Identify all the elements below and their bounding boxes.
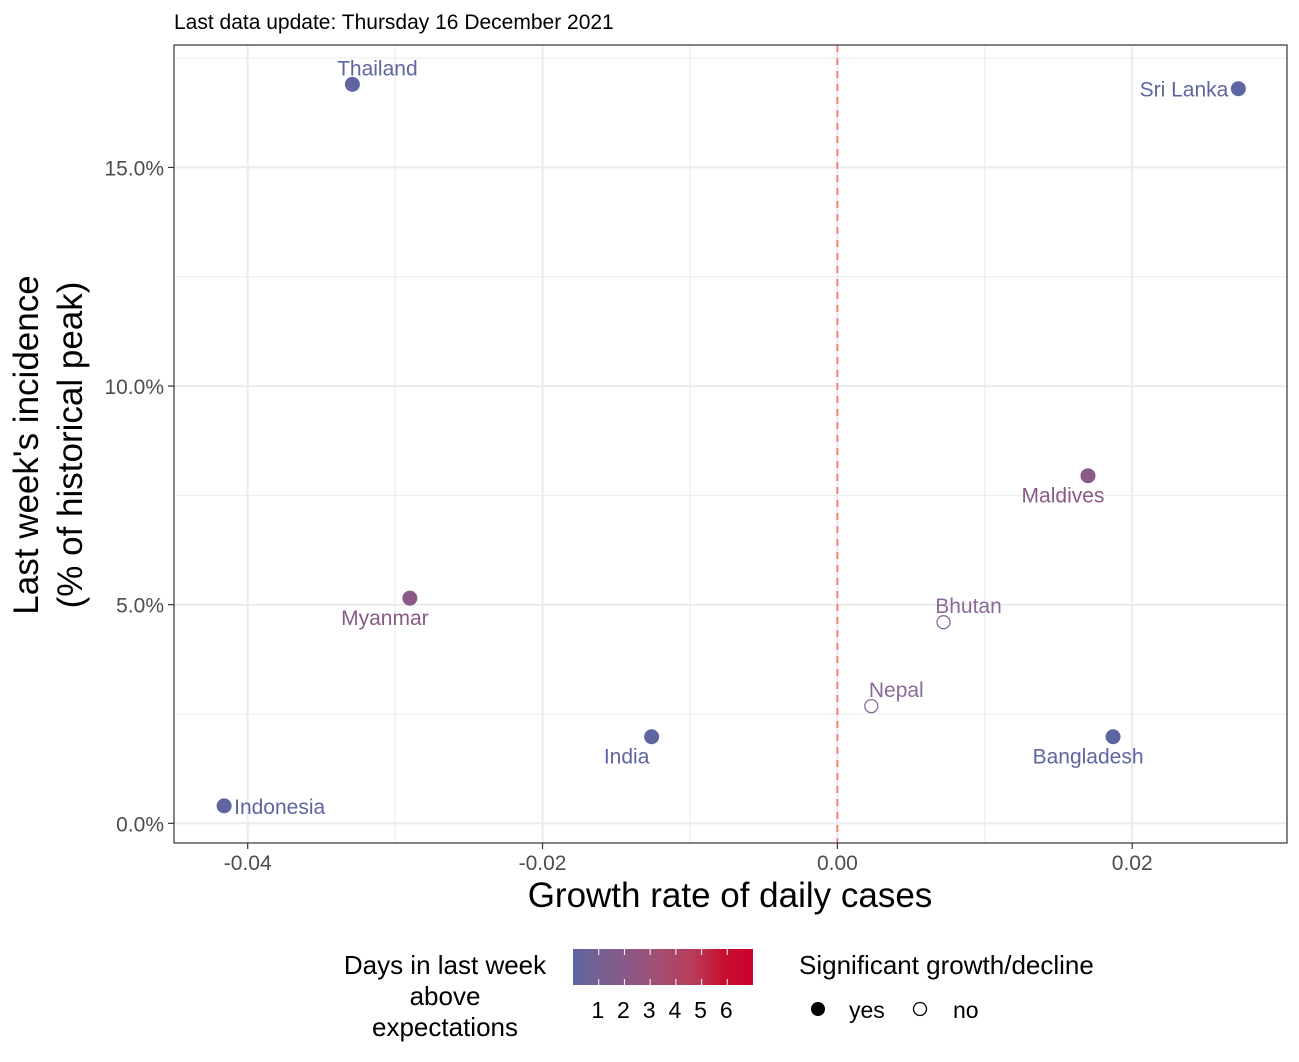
point-myanmar xyxy=(402,590,418,606)
data-points xyxy=(216,76,1246,814)
colorbar-rect xyxy=(573,949,753,985)
point-bhutan xyxy=(936,615,951,630)
color-legend-title-line-1: Days in last week xyxy=(344,950,547,980)
point-label-bhutan: Bhutan xyxy=(935,595,1002,618)
colorbar-label: 5 xyxy=(694,997,707,1023)
x-tick-label: 0.02 xyxy=(1112,852,1153,875)
y-axis: 0.0% 5.0% 10.0% 15.0% xyxy=(104,157,174,836)
y-axis-title-line-2: (% of historical peak) xyxy=(51,282,90,609)
x-tick-label: 0.00 xyxy=(817,852,858,875)
legend-no-label: no xyxy=(953,997,979,1023)
shape-legend-title: Significant growth/decline xyxy=(799,950,1094,980)
point-label-maldives: Maldives xyxy=(1022,485,1105,508)
point-label-indonesia: Indonesia xyxy=(234,796,325,819)
minor-gridlines xyxy=(174,45,1287,843)
x-axis-title: Growth rate of daily cases xyxy=(528,876,933,915)
plot-border xyxy=(173,44,1288,844)
colorbar-label: 1 xyxy=(591,997,604,1023)
plot-area: Thailand Sri Lanka Maldives Myanmar Bhutan Ne… xyxy=(173,44,1288,844)
point-labels: Thailand Sri Lanka Maldives Myanmar Bhutan Ne… xyxy=(234,57,1229,818)
plot-panel xyxy=(174,45,1287,843)
point-indonesia xyxy=(216,798,232,814)
point-maldives xyxy=(1080,468,1096,484)
legend-open-point-icon xyxy=(912,1001,928,1017)
x-tick-label: -0.04 xyxy=(224,852,272,875)
point-label-thailand: Thailand xyxy=(337,57,418,80)
y-tick-label: 0.0% xyxy=(116,813,164,836)
color-legend-title-line-3: expectations xyxy=(372,1012,518,1042)
point-label-myanmar: Myanmar xyxy=(341,607,429,630)
color-legend-title-line-2: above xyxy=(410,981,481,1011)
point-nepal xyxy=(864,698,879,714)
colorbar-label: 4 xyxy=(668,997,681,1023)
colorbar-label: 3 xyxy=(643,997,656,1023)
shape-legend: Significant growth/decline yes no xyxy=(799,950,1094,1023)
point-label-nepal: Nepal xyxy=(869,679,924,702)
y-axis-title-line-1: Last week's incidence xyxy=(7,275,46,614)
colorbar-label: 2 xyxy=(617,997,630,1023)
point-thailand xyxy=(344,76,360,92)
colorbar-label: 6 xyxy=(720,997,733,1023)
y-tick-label: 10.0% xyxy=(104,376,164,399)
x-axis: -0.04 -0.02 0.00 0.02 xyxy=(224,843,1153,875)
point-sri-lanka xyxy=(1230,81,1246,97)
legend-filled-point-icon xyxy=(811,1002,825,1016)
point-label-sri-lanka: Sri Lanka xyxy=(1140,79,1229,102)
chart-subtitle: Last data update: Thursday 16 December 2… xyxy=(174,11,614,34)
legend-yes-label: yes xyxy=(849,997,885,1023)
y-tick-label: 15.0% xyxy=(104,157,164,180)
point-bangladesh xyxy=(1105,729,1121,745)
point-india xyxy=(644,729,660,745)
x-tick-label: -0.02 xyxy=(519,852,567,875)
point-label-india: India xyxy=(604,746,650,769)
y-tick-label: 5.0% xyxy=(116,595,164,618)
colorbar xyxy=(573,949,753,985)
y-axis-title: Last week's incidence (% of historical p… xyxy=(7,275,90,614)
point-label-bangladesh: Bangladesh xyxy=(1033,746,1144,769)
